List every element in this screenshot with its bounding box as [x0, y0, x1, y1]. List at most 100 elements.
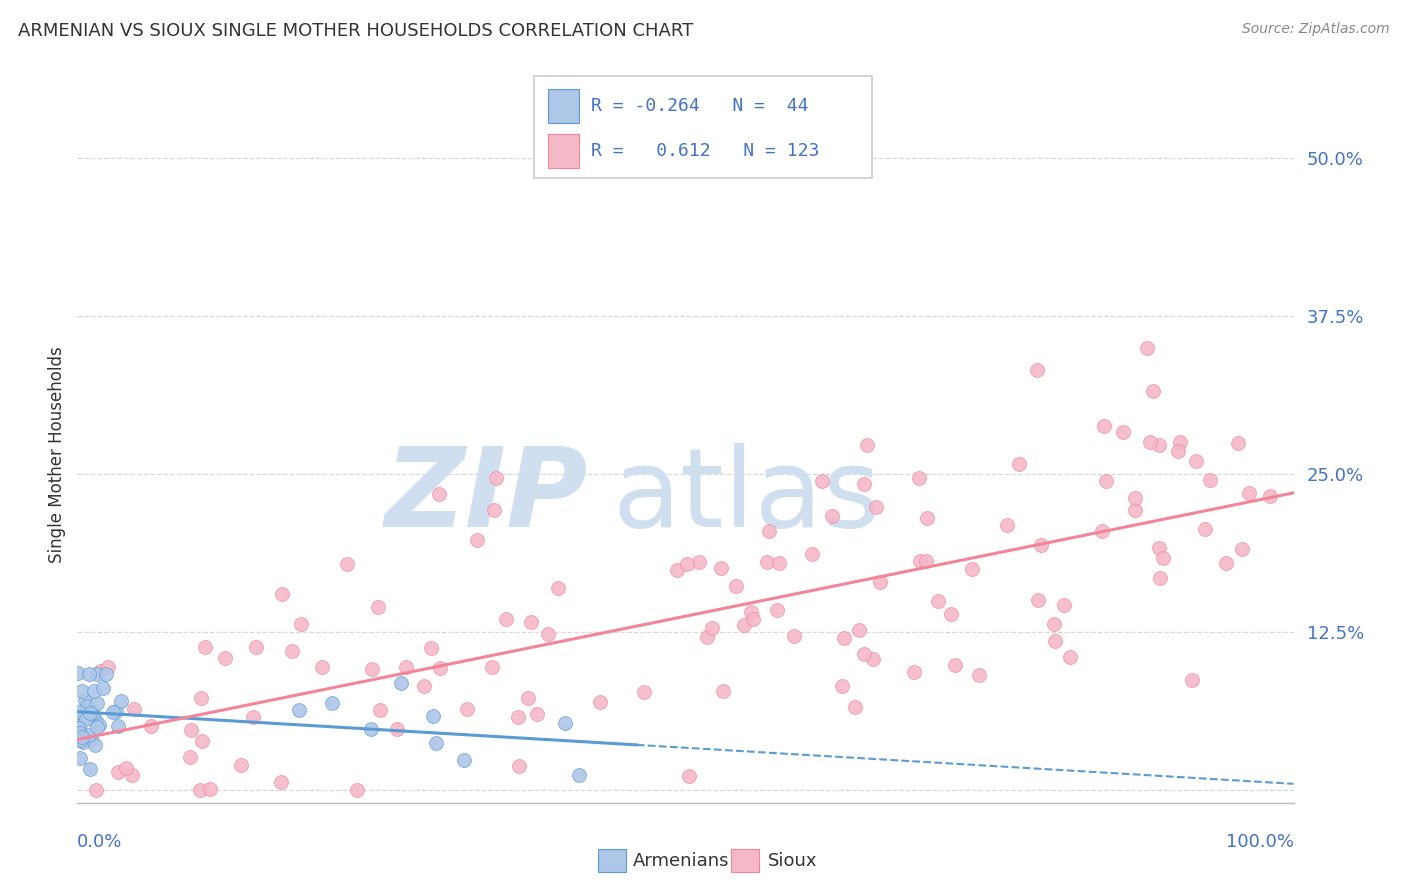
Point — [526, 707, 548, 722]
Point — [87, 717, 110, 731]
Point — [361, 662, 384, 676]
Point — [84, 783, 107, 797]
Point — [939, 607, 962, 621]
Point — [69, 726, 91, 740]
Point — [485, 471, 508, 485]
Point — [844, 699, 866, 714]
Point — [77, 666, 100, 681]
Point — [194, 640, 217, 654]
Point — [853, 647, 876, 661]
Point — [89, 664, 111, 678]
Point — [1008, 457, 1031, 471]
Point — [122, 702, 145, 716]
Point — [105, 704, 128, 718]
Point — [422, 708, 444, 723]
Point — [394, 660, 416, 674]
Point — [733, 618, 755, 632]
Point — [77, 728, 100, 742]
Point — [86, 720, 108, 734]
Y-axis label: Single Mother Households: Single Mother Households — [48, 347, 66, 563]
Point — [271, 587, 294, 601]
Point — [290, 617, 312, 632]
Point — [1147, 438, 1170, 452]
Point — [96, 667, 118, 681]
Point — [832, 631, 855, 645]
Point — [633, 685, 655, 699]
Point — [190, 733, 212, 747]
Point — [768, 557, 790, 571]
Point — [755, 555, 778, 569]
Point — [725, 579, 748, 593]
Point — [103, 705, 125, 719]
Point — [67, 705, 90, 719]
Point — [910, 553, 932, 567]
Point — [79, 731, 101, 746]
Point — [229, 758, 252, 772]
Point — [519, 615, 541, 630]
Point — [429, 660, 451, 674]
Point — [1139, 434, 1161, 449]
Point — [811, 474, 834, 488]
Point — [766, 603, 789, 617]
Point — [190, 691, 212, 706]
Text: R = -0.264   N =  44: R = -0.264 N = 44 — [591, 97, 808, 115]
Point — [67, 715, 90, 730]
Point — [311, 660, 333, 674]
Point — [425, 736, 447, 750]
Point — [110, 694, 132, 708]
Point — [1043, 617, 1066, 632]
Point — [1147, 541, 1170, 555]
Point — [79, 706, 101, 720]
Point — [537, 627, 560, 641]
Point — [855, 438, 877, 452]
Point — [214, 650, 236, 665]
Point — [801, 547, 824, 561]
Point — [67, 666, 90, 681]
Text: Sioux: Sioux — [768, 852, 817, 870]
Point — [368, 703, 391, 717]
Point — [97, 659, 120, 673]
Point — [280, 644, 302, 658]
Point — [76, 699, 98, 714]
Point — [482, 503, 505, 517]
Point — [995, 518, 1018, 533]
Point — [516, 690, 538, 705]
Point — [711, 684, 734, 698]
Point — [710, 560, 733, 574]
Point — [568, 768, 591, 782]
Point — [1025, 362, 1047, 376]
Point — [86, 697, 108, 711]
Point — [1091, 524, 1114, 538]
Point — [508, 758, 530, 772]
Point — [413, 679, 436, 693]
Text: Armenians: Armenians — [633, 852, 730, 870]
Point — [1123, 491, 1146, 506]
Point — [1092, 419, 1115, 434]
Point — [1258, 489, 1281, 503]
Point — [453, 753, 475, 767]
Point — [696, 630, 718, 644]
Point — [115, 761, 138, 775]
Text: atlas: atlas — [613, 443, 882, 550]
Point — [83, 684, 105, 698]
Text: ZIP: ZIP — [385, 443, 588, 550]
Point — [1029, 538, 1052, 552]
Point — [465, 533, 488, 547]
Point — [865, 500, 887, 515]
Point — [506, 710, 529, 724]
Point — [831, 679, 853, 693]
Point — [758, 524, 780, 539]
Point — [1026, 593, 1049, 607]
Point — [740, 605, 762, 619]
Point — [346, 783, 368, 797]
Point — [72, 730, 94, 744]
Point — [1123, 502, 1146, 516]
Point — [67, 721, 90, 735]
Point — [72, 683, 94, 698]
Point — [869, 574, 891, 589]
Point — [69, 732, 91, 747]
Point — [91, 681, 114, 695]
Point — [1185, 454, 1208, 468]
Point — [782, 629, 804, 643]
Point — [700, 621, 723, 635]
